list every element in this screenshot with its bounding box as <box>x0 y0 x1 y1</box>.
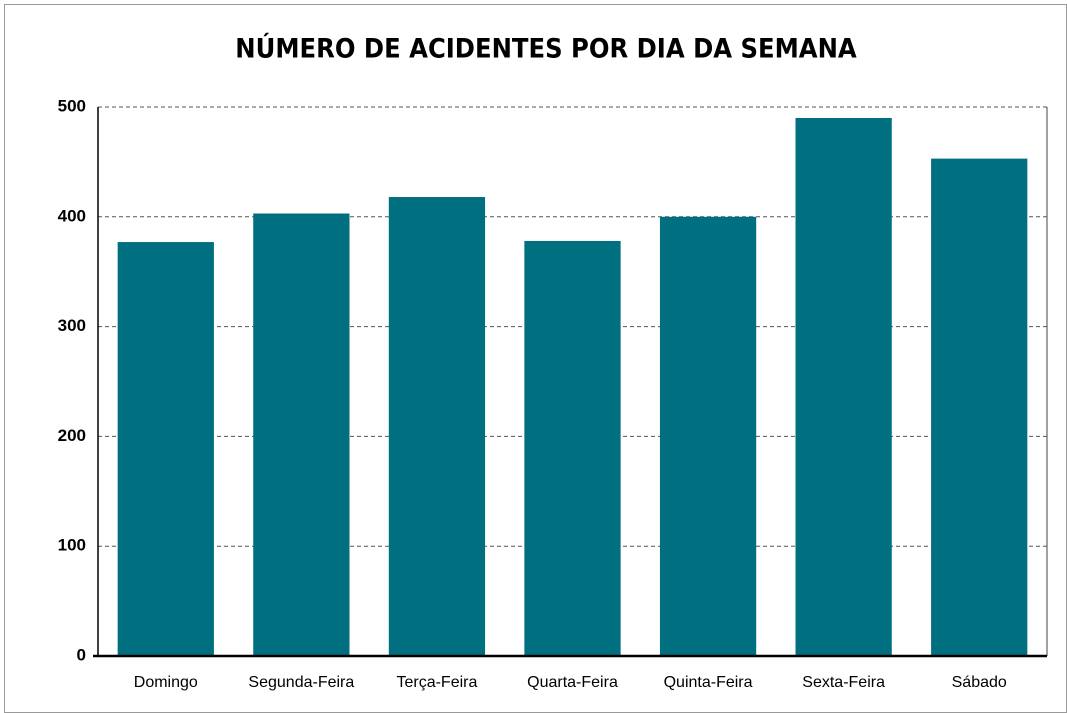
y-tick-label: 500 <box>58 96 86 115</box>
x-tick-label: Segunda-Feira <box>248 674 354 691</box>
bar <box>659 216 757 657</box>
bar <box>931 158 1028 656</box>
x-tick-label: Domingo <box>134 674 198 691</box>
y-tick-label: 200 <box>58 426 86 445</box>
chart-title: NÚMERO DE ACIDENTES POR DIA DA SEMANA <box>235 33 857 65</box>
y-tick-label: 100 <box>58 536 86 555</box>
bar <box>388 197 486 656</box>
x-tick-label: Sábado <box>952 674 1007 691</box>
x-tick-label: Sexta-Feira <box>802 674 885 691</box>
x-tick-label: Quinta-Feira <box>664 674 753 691</box>
y-tick-label: 400 <box>58 206 86 225</box>
bar <box>117 242 214 656</box>
y-tick-label: 0 <box>77 645 86 664</box>
bar <box>524 240 621 656</box>
x-tick-label: Quarta-Feira <box>527 674 618 691</box>
y-tick-label: 300 <box>58 316 86 335</box>
bar <box>795 117 892 657</box>
bar <box>253 213 350 657</box>
x-tick-label: Terça-Feira <box>396 674 477 691</box>
